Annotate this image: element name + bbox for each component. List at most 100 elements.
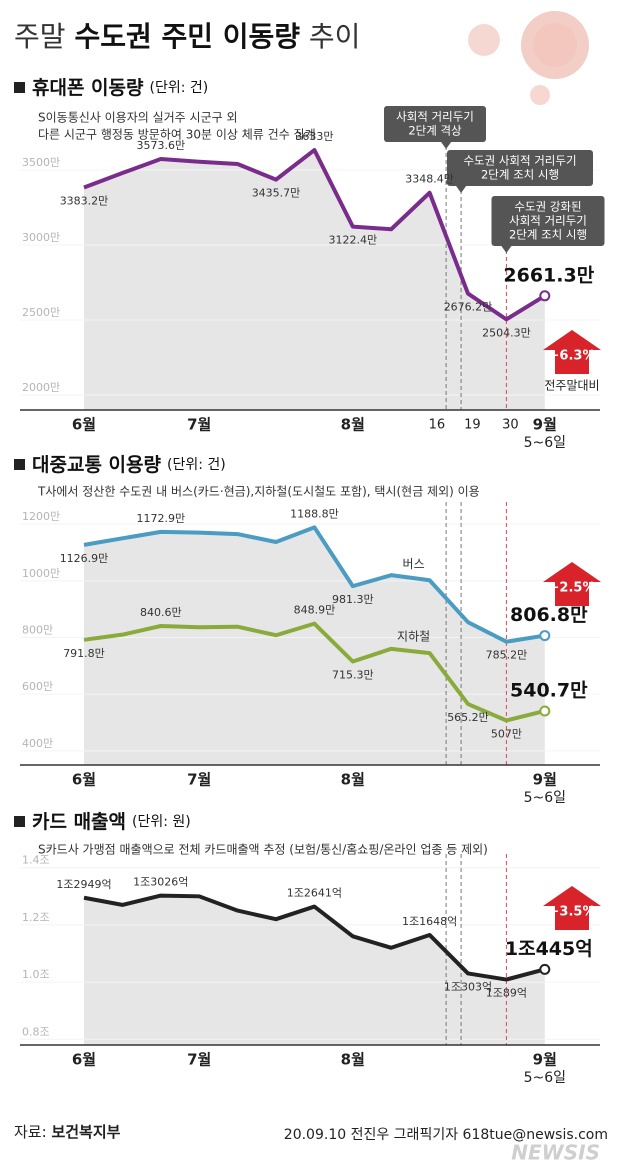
- x-tick-label: 9월: [533, 1051, 557, 1069]
- chart-note: S이동통신사 이용자의 실거주 시군구 외: [38, 111, 238, 125]
- value-label: 3348.4만: [405, 173, 454, 186]
- chart-note: S카드사 가맹점 매출액으로 전체 카드매출액 추정 (보험/통신/홈쇼핑/온라…: [38, 843, 488, 857]
- change-badge-text: +3.5%: [549, 905, 596, 920]
- chart-heading: 카드 매출액 (단위: 원): [32, 811, 191, 833]
- value-label: 1조3026억: [133, 876, 188, 889]
- end-point: [539, 705, 551, 717]
- value-label: 3633만: [295, 130, 333, 143]
- credit: 20.09.10 전진우 그래픽기자 618tue@newsis.com: [284, 1127, 608, 1143]
- x-tick-label: 7월: [187, 1051, 211, 1069]
- value-label: 3122.4만: [328, 234, 377, 247]
- final-value-label: 806.8만: [510, 604, 588, 626]
- y-tick-label: 3500만: [22, 156, 60, 169]
- y-tick-label: 1.2조: [22, 911, 50, 924]
- heading-bullet: [14, 816, 25, 827]
- series-line: [83, 893, 546, 982]
- callout-pointer: [441, 142, 452, 149]
- y-tick-label: 2000만: [22, 381, 60, 394]
- value-label: 1조2949억: [56, 878, 111, 891]
- chart-title: 카드 매출액: [32, 811, 126, 833]
- value-label: 1126.9만: [60, 552, 109, 565]
- callout-text: 수도권 사회적 거리두기: [463, 154, 576, 168]
- source: 자료: 보건복지부: [14, 1123, 121, 1141]
- change-badge: [543, 330, 601, 374]
- series-line: [83, 525, 546, 644]
- callout-text: 사회적 거리두기: [509, 214, 587, 228]
- x-tick-label: 7월: [187, 771, 211, 789]
- chart-unit: (단위: 건): [150, 80, 209, 96]
- end-point: [539, 290, 551, 302]
- area-fill: [84, 150, 545, 411]
- callout-pointer: [456, 186, 467, 193]
- date-label: 30: [502, 418, 519, 433]
- x-tick-label: 8월: [341, 1051, 365, 1069]
- x-tick-label: 6월: [72, 416, 96, 434]
- value-label: 848.9만: [294, 604, 336, 617]
- y-tick-label: 800만: [22, 624, 53, 637]
- series-name: 지하철: [397, 630, 430, 644]
- virus: [530, 85, 550, 105]
- value-label: 981.3만: [332, 593, 374, 606]
- end-point: [539, 963, 551, 975]
- y-tick-label: 1.4조: [22, 854, 50, 867]
- x-note: 5~6일: [524, 435, 566, 451]
- watermark: NEWSIS: [511, 1141, 600, 1162]
- title-part: 주말: [14, 20, 66, 53]
- callout-pointer: [501, 246, 512, 253]
- x-tick-label: 8월: [341, 416, 365, 434]
- source-name: 보건복지부: [51, 1123, 120, 1141]
- value-label: 791.8만: [63, 647, 105, 660]
- callout-box: [491, 196, 605, 246]
- y-tick-label: 3000만: [22, 231, 60, 244]
- final-value-label: 540.7만: [510, 679, 588, 701]
- badge-note: 전주말대비: [544, 379, 599, 393]
- change-badge: [543, 886, 601, 930]
- source-label: 자료:: [14, 1123, 47, 1141]
- series-name: 버스: [403, 557, 425, 571]
- callout-text: 2단계 격상: [408, 124, 462, 138]
- series-line: [83, 148, 546, 322]
- chart-note: T사에서 정산한 수도권 내 버스(카드·현금),지하철(도시철도 포함), 택…: [37, 485, 480, 499]
- chart-unit: (단위: 원): [132, 814, 191, 830]
- value-label: 1188.8만: [290, 507, 339, 520]
- heading-bullet: [14, 82, 25, 93]
- chart-heading: 대중교통 이용량 (단위: 건): [32, 454, 226, 476]
- callout-text: 사회적 거리두기: [396, 110, 474, 124]
- y-tick-label: 600만: [22, 680, 53, 693]
- value-label: 3573.6만: [136, 139, 185, 152]
- x-tick-label: 8월: [341, 771, 365, 789]
- change-badge-text: +2.5%: [549, 581, 596, 596]
- y-tick-label: 2500만: [22, 306, 60, 319]
- value-label: 1172.9만: [136, 512, 185, 525]
- x-note: 5~6일: [524, 1070, 566, 1086]
- chart-title: 휴대폰 이동량: [32, 77, 144, 99]
- callout-box: [447, 150, 593, 186]
- y-tick-label: 1000만: [22, 567, 60, 580]
- x-tick-label: 6월: [72, 1051, 96, 1069]
- x-tick-label: 9월: [533, 416, 557, 434]
- value-label: 785.2만: [486, 649, 528, 662]
- callout-box: [384, 106, 486, 142]
- date-label: 16: [429, 418, 446, 433]
- value-label: 507만: [491, 728, 522, 741]
- virus: [468, 24, 500, 56]
- end-point: [539, 630, 551, 642]
- virus-decoration: [468, 11, 589, 105]
- area-fill: [84, 895, 545, 1045]
- value-label: 565.2만: [447, 711, 489, 724]
- callout-text: 2단계 조치 시행: [509, 228, 587, 242]
- chart-note: 다른 시군구 행정동 방문하여 30분 이상 체류 건수 집계: [38, 127, 316, 142]
- value-label: 3383.2만: [60, 195, 109, 208]
- main-title: 주말 수도권 주민 이동량 추이: [14, 20, 360, 53]
- value-label: 1조2641억: [287, 887, 342, 900]
- change-badge-text: +6.3%: [549, 349, 596, 364]
- value-label: 1조303억: [444, 980, 492, 993]
- change-badge: [543, 562, 601, 606]
- area-fill: [84, 527, 545, 765]
- series-line: [83, 621, 546, 723]
- y-tick-label: 0.8조: [22, 1025, 50, 1038]
- x-note: 5~6일: [524, 790, 566, 806]
- virus-core: [533, 23, 577, 67]
